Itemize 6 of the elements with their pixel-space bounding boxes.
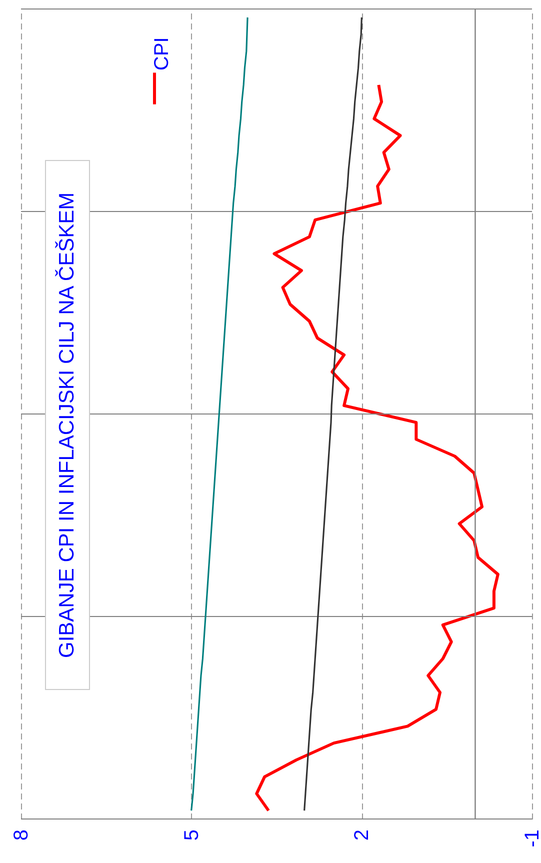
x-tick-label: 2 [351,830,374,841]
x-tick-label: -1 [522,830,541,848]
x-tick-label: 5 [180,830,203,841]
text: CPI [151,37,173,70]
x-tick-label: 8 [10,830,32,841]
title-box: GIBANJE CPI IN INFLACIJSKI CILJ NA ČEŠKEM [45,160,90,690]
